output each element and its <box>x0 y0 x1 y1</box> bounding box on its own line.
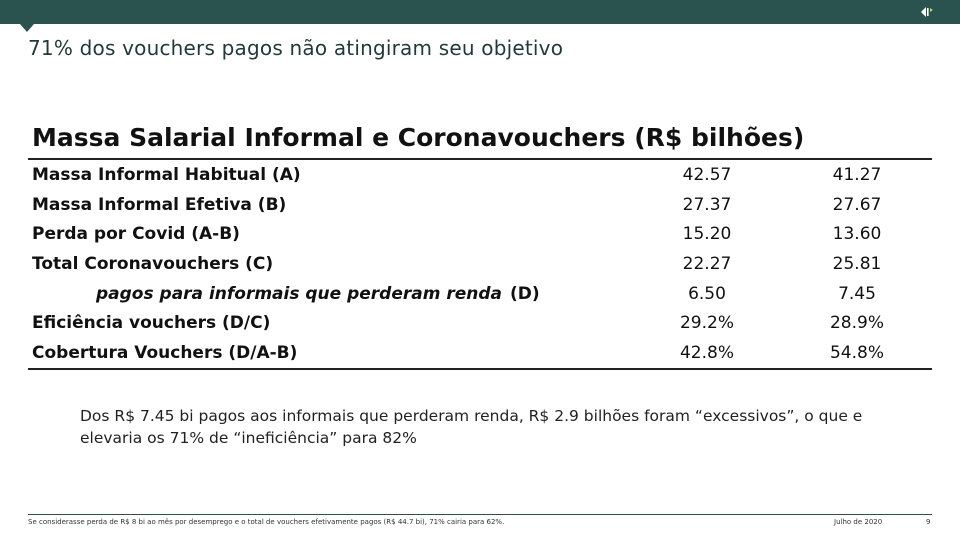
row-value-1: 27.37 <box>682 194 732 215</box>
row-value-1: 6.50 <box>688 283 726 304</box>
row-label: Massa Informal Habitual (A) <box>32 164 301 185</box>
header-notch <box>20 24 34 32</box>
table-row: Total Coronavouchers (C) 22.27 25.81 <box>28 249 932 279</box>
row-value-2: 28.9% <box>829 313 884 334</box>
row-value-2: 27.67 <box>832 194 882 215</box>
row-label: Perda por Covid (A-B) <box>32 224 240 245</box>
row-label: Total Coronavouchers (C) <box>32 253 274 274</box>
row-value-2: 7.45 <box>838 283 876 304</box>
row-label-text: pagos para informais que perderam renda <box>96 283 503 304</box>
table-row: Perda por Covid (A-B) 15.20 13.60 <box>28 219 932 249</box>
row-label: Eficiência vouchers (D/C) <box>32 313 271 334</box>
row-label: Massa Informal Efetiva (B) <box>32 194 287 215</box>
data-table-block: Massa Salarial Informal e Coronavouchers… <box>28 118 932 370</box>
row-value-1: 42.57 <box>682 164 732 185</box>
row-value-2: 13.60 <box>832 224 882 245</box>
table-row: Massa Informal Efetiva (B) 27.37 27.67 <box>28 190 932 220</box>
row-label: pagos para informais que perderam renda (… <box>28 279 612 309</box>
row-value-1: 22.27 <box>682 253 732 274</box>
row-label-tag: (D) <box>510 283 540 304</box>
row-value-2: 54.8% <box>829 342 884 363</box>
table-top-rule <box>28 158 932 160</box>
row-value-2: 41.27 <box>832 164 882 185</box>
table-row: Massa Informal Habitual (A) 42.57 41.27 <box>28 160 932 190</box>
page-number: 9 <box>926 518 931 526</box>
table-heading: Massa Salarial Informal e Coronavouchers… <box>32 123 805 152</box>
data-table: Massa Informal Habitual (A) 42.57 41.27 … <box>28 160 932 368</box>
footer-footnote: Se considerasse perda de R$ 8 bi ao mês … <box>28 518 505 526</box>
table-row: pagos para informais que perderam renda (… <box>28 279 932 309</box>
table-row: Cobertura Vouchers (D/A-B) 42.8% 54.8% <box>28 338 932 368</box>
row-value-2: 25.81 <box>832 253 882 274</box>
header-bar <box>0 0 960 24</box>
table-row: Eficiência vouchers (D/C) 29.2% 28.9% <box>28 308 932 338</box>
row-value-1: 42.8% <box>679 342 734 363</box>
slide-nav-icon[interactable] <box>920 6 934 18</box>
row-value-1: 29.2% <box>679 313 734 334</box>
footer-date: Julho de 2020 <box>834 518 883 526</box>
table-bottom-rule <box>28 367 932 370</box>
row-value-1: 15.20 <box>682 224 732 245</box>
footer-rule <box>28 514 932 515</box>
body-note: Dos R$ 7.45 bi pagos aos informais que p… <box>80 407 863 447</box>
row-label: Cobertura Vouchers (D/A-B) <box>32 342 298 363</box>
slide-title: 71% dos vouchers pagos não atingiram seu… <box>28 36 564 60</box>
